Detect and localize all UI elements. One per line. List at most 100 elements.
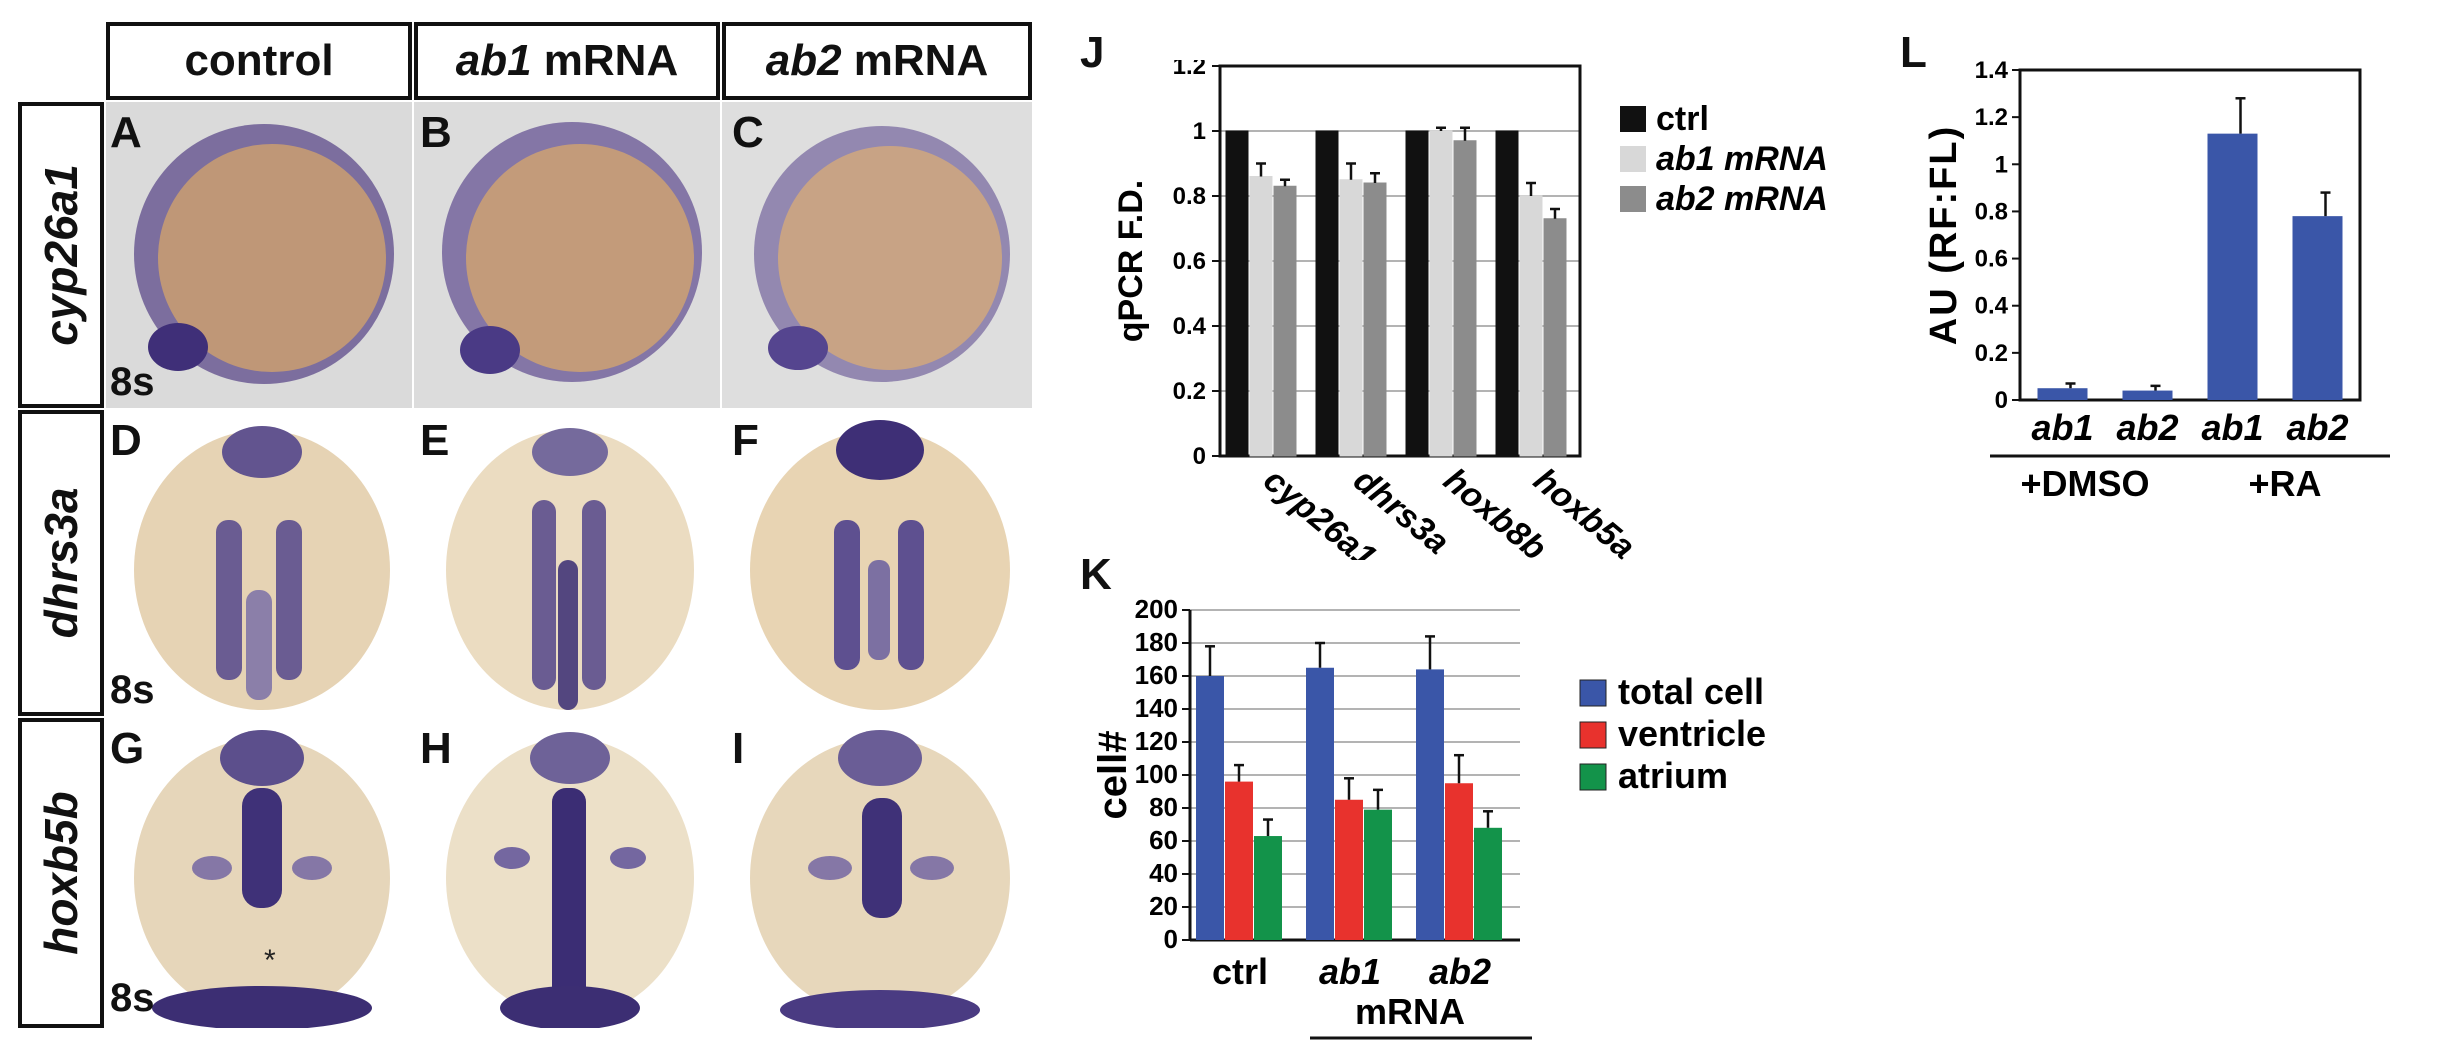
y-tick-label: 0.6	[1975, 246, 2008, 273]
y-tick-label: 0.8	[1173, 183, 1206, 210]
y-tick-label: 180	[1135, 627, 1178, 657]
x-tick-label: ab2	[2286, 407, 2348, 448]
column-header-text: mRNA	[841, 36, 989, 85]
panel-e-image	[414, 410, 720, 716]
bar	[1225, 781, 1253, 940]
x-tick-label: ab1	[2201, 407, 2263, 448]
y-tick-label: 0.2	[1173, 378, 1206, 405]
bar	[1339, 179, 1363, 457]
column-header-text: control	[184, 36, 334, 85]
y-tick-label: 0.4	[1173, 313, 1207, 340]
column-header-ab2-mrna: ab2 mRNA	[722, 22, 1032, 100]
row-header-text: cyp26a1	[35, 164, 87, 346]
y-tick-label: 0	[1164, 924, 1178, 954]
panel-h-image	[414, 718, 720, 1028]
y-tick-label: 0.6	[1173, 248, 1206, 275]
legend-swatch	[1620, 186, 1646, 212]
bar	[2207, 133, 2258, 400]
x-tick-label: ctrl	[1212, 951, 1268, 992]
legend-swatch	[1620, 106, 1646, 132]
panel-letter-l: L	[1900, 28, 1927, 77]
column-header-text: mRNA	[531, 36, 679, 85]
bar	[1445, 783, 1473, 940]
y-tick-label: 160	[1135, 660, 1178, 690]
bar	[1543, 218, 1567, 457]
bar	[1416, 669, 1444, 940]
row-header-text: dhrs3a	[35, 487, 87, 639]
bar	[1474, 827, 1502, 940]
panel-g-image	[106, 718, 412, 1028]
panel-letter-c: C	[732, 108, 764, 157]
panel-f-image	[722, 410, 1032, 716]
column-header-italic: ab1	[455, 36, 532, 85]
y-tick-label: 200	[1135, 594, 1178, 624]
panel-b-image	[414, 102, 720, 408]
bar	[1429, 130, 1453, 457]
legend-label: total cell	[1618, 671, 1764, 712]
y-axis-label: qPCR F.D.	[1112, 180, 1150, 342]
legend-swatch	[1579, 679, 1607, 707]
y-tick-label: 0.8	[1975, 198, 2008, 225]
legend-swatch	[1579, 763, 1607, 791]
column-header-ab1-mrna: ab1 mRNA	[414, 22, 720, 100]
panel-letter-j: J	[1080, 28, 1105, 77]
panel-letter-d: D	[110, 416, 142, 465]
x-tick-label: ab2	[1429, 951, 1491, 992]
legend-swatch	[1620, 146, 1646, 172]
bar	[1306, 667, 1334, 940]
panel-letter-i: I	[732, 724, 745, 773]
panel-letter-f: F	[732, 416, 759, 465]
y-axis-label: cell#	[1091, 731, 1135, 820]
panel-d-image	[106, 410, 412, 716]
bar	[1196, 676, 1224, 940]
group-label: +DMSO	[2020, 463, 2149, 504]
panel-letter-e: E	[420, 416, 450, 465]
y-tick-label: 0.4	[1975, 293, 2009, 320]
row-header-hoxb5b: hoxb5b	[18, 718, 104, 1028]
bar	[2037, 388, 2088, 400]
x-tick-label: hoxb8b	[1436, 461, 1553, 560]
y-tick-label: 40	[1149, 858, 1178, 888]
group-label: mRNA	[1355, 991, 1465, 1032]
asterisk-marker: *	[264, 944, 276, 977]
legend-label: atrium	[1618, 755, 1728, 796]
y-tick-label: 0.2	[1975, 340, 2008, 367]
legend-label: ab2 mRNA	[1656, 180, 1828, 218]
x-tick-label: ab1	[2031, 407, 2093, 448]
row-header-cyp26a1: cyp26a1	[18, 102, 104, 408]
bar	[1315, 130, 1339, 457]
y-tick-label: 60	[1149, 825, 1178, 855]
row-header-dhrs3a: dhrs3a	[18, 410, 104, 716]
panel-letter-g: G	[110, 724, 145, 773]
bar	[1519, 195, 1543, 457]
y-tick-label: 1.4	[1975, 60, 2009, 84]
bar	[1273, 185, 1297, 457]
panel-letter-b: B	[420, 108, 452, 157]
x-tick-label: ab1	[1319, 951, 1381, 992]
y-tick-label: 20	[1149, 891, 1178, 921]
panel-letter-k: K	[1080, 550, 1112, 599]
column-header-control: control	[106, 22, 412, 100]
bar	[1405, 130, 1429, 457]
legend-label: ab1 mRNA	[1656, 140, 1828, 178]
panel-letter-h: H	[420, 724, 452, 773]
panel-i-image	[722, 718, 1032, 1028]
bar	[1335, 799, 1363, 940]
bar	[1249, 176, 1273, 457]
y-tick-label: 1.2	[1173, 60, 1206, 80]
y-tick-label: 120	[1135, 726, 1178, 756]
y-tick-label: 1	[1193, 118, 1206, 145]
y-tick-label: 1	[1995, 151, 2008, 178]
panel-c-image	[722, 102, 1032, 408]
y-tick-label: 100	[1135, 759, 1178, 789]
bar	[1364, 809, 1392, 940]
panel-letter-a: A	[110, 108, 142, 157]
y-tick-label: 0	[1995, 387, 2008, 414]
chart-l-au-ratio: 0 0.2 0.4 0.6 0.8 1 1.2 1.4 AU (RF:FL) ab1 ab2 ab1 a…	[1923, 60, 2390, 504]
legend-label: ctrl	[1656, 100, 1709, 138]
y-axis-label: AU (RF:FL)	[1923, 125, 1965, 345]
stage-label-row1: 8s	[110, 360, 155, 404]
y-tick-label: 80	[1149, 792, 1178, 822]
